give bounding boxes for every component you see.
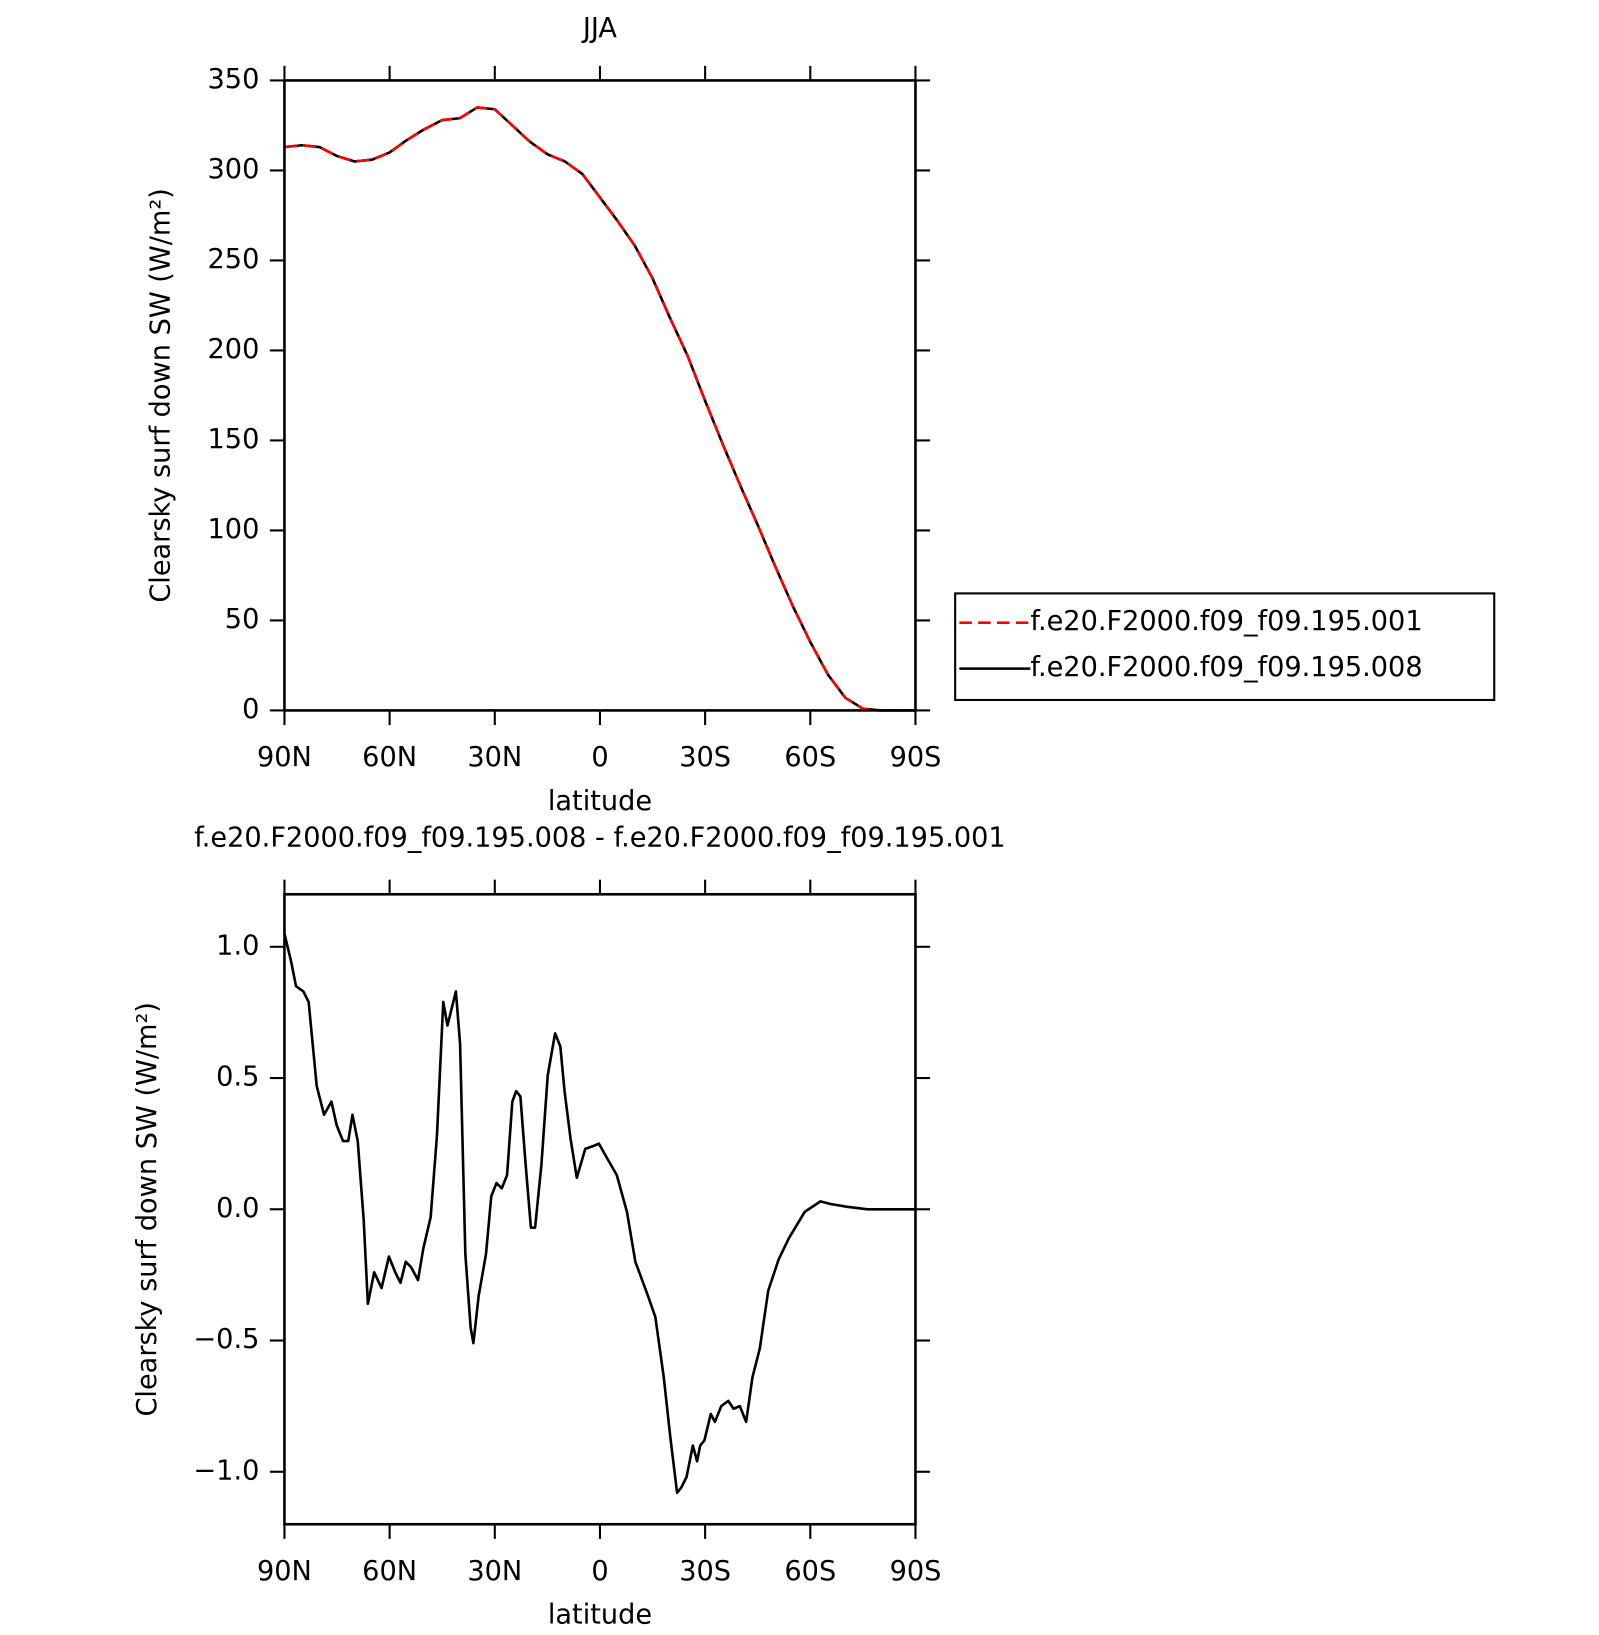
chart-title: JJA (581, 13, 618, 44)
x-tick-label: 30S (679, 1556, 731, 1587)
legend-label: f.e20.F2000.f09_f09.195.008 (1030, 652, 1422, 683)
x-tick-label: 90N (257, 1556, 312, 1587)
legend-box (954, 592, 1496, 702)
data-line (283, 933, 916, 1495)
x-tick-label: 30S (679, 742, 731, 773)
x-tick-label: 60N (362, 1556, 417, 1587)
y-tick-label: 250 (208, 244, 260, 275)
plot-frame (283, 892, 917, 1526)
x-tick-label: 0 (591, 742, 608, 773)
y-tick-label: 0.0 (216, 1193, 259, 1224)
legend-label: f.e20.F2000.f09_f09.195.001 (1030, 606, 1422, 637)
y-tick-label: 200 (208, 334, 260, 365)
x-tick-label: 60S (784, 742, 836, 773)
y-tick-label: 350 (208, 64, 260, 95)
y-tick-label: 1.0 (216, 930, 259, 961)
plot-frame (283, 79, 917, 712)
x-axis-label: latitude (548, 1600, 652, 1631)
y-tick-label: −0.5 (193, 1324, 259, 1355)
data-line (284, 106, 916, 712)
x-axis-label: latitude (548, 786, 652, 817)
y-tick-label: 100 (208, 514, 260, 545)
y-tick-label: 50 (225, 604, 260, 635)
x-tick-label: 60N (362, 742, 417, 773)
y-axis-label: Clearsky surf down SW (W/m²) (146, 188, 177, 603)
x-tick-label: 60S (784, 1556, 836, 1587)
y-tick-label: 300 (208, 154, 260, 185)
y-tick-label: 0 (242, 694, 259, 725)
chart-title: f.e20.F2000.f09_f09.195.008 - f.e20.F200… (194, 822, 1006, 853)
y-tick-label: −1.0 (193, 1455, 259, 1486)
x-tick-label: 30N (467, 742, 522, 773)
y-tick-label: 150 (208, 424, 260, 455)
x-tick-label: 90S (890, 1556, 942, 1587)
x-tick-label: 90S (890, 742, 942, 773)
x-tick-label: 30N (467, 1556, 522, 1587)
y-axis-label: Clearsky surf down SW (W/m²) (132, 1002, 163, 1417)
x-tick-label: 90N (257, 742, 312, 773)
y-tick-label: 0.5 (216, 1062, 259, 1093)
x-tick-label: 0 (591, 1556, 608, 1587)
